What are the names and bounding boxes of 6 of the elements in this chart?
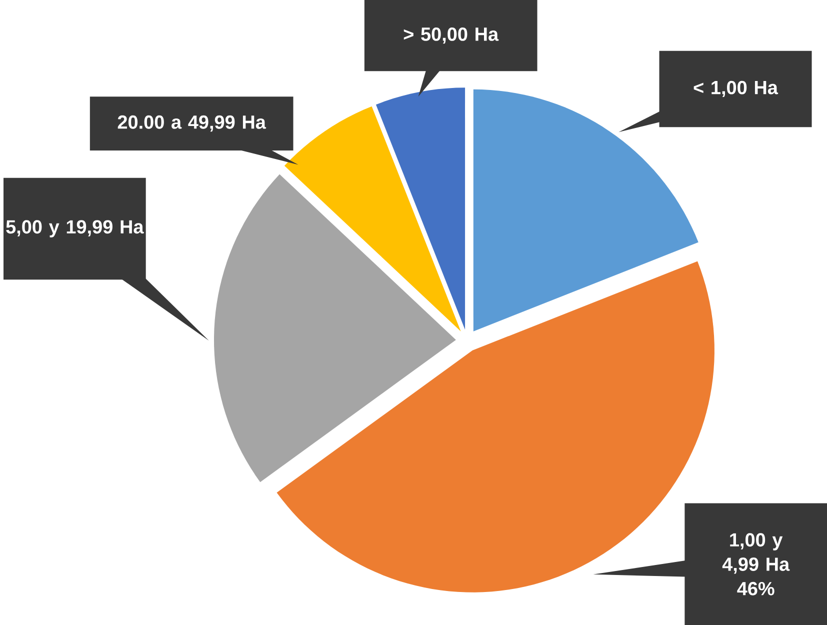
slice-label: < 1,00 Ha [694, 80, 778, 97]
data-label: 46% [737, 582, 774, 596]
slice-label: 20.00 a 49,99 Ha [118, 115, 266, 132]
slice-label: 5,00 y 19,99 Ha [6, 220, 144, 238]
slice-label: > 50,00 Ha [404, 27, 499, 44]
slice-label: 1,00 y 4,99 Ha [722, 532, 790, 574]
